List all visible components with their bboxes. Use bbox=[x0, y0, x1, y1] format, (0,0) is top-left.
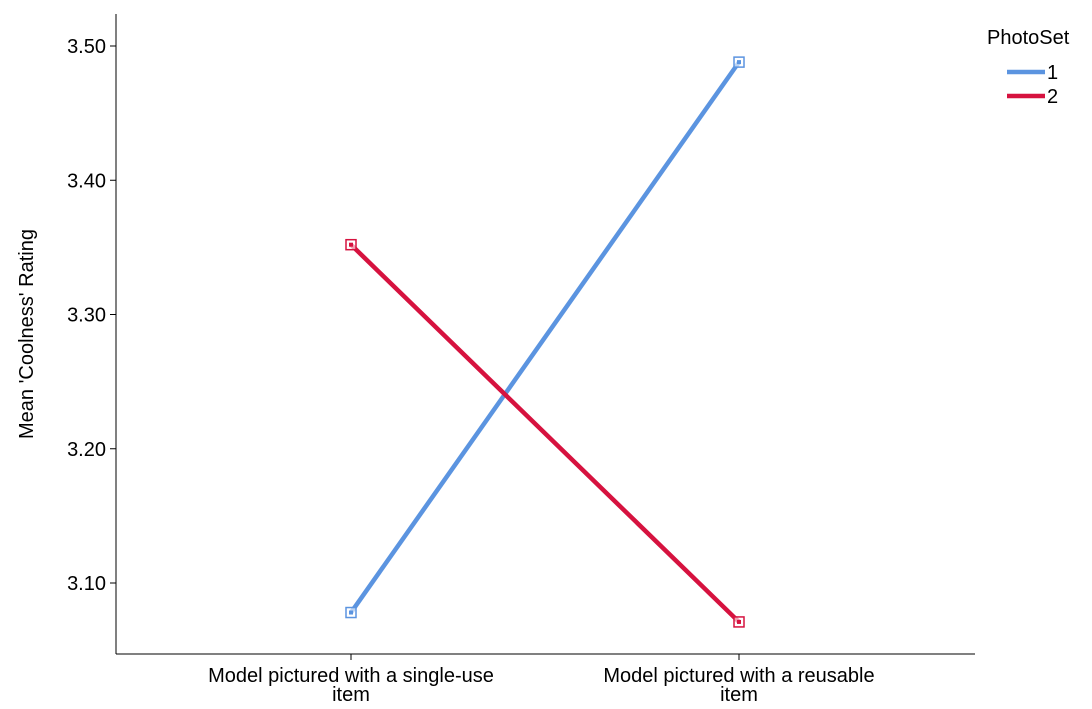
legend: PhotoSet 12 bbox=[987, 27, 1070, 108]
legend-label: 1 bbox=[1047, 62, 1058, 84]
data-point-center bbox=[349, 610, 353, 615]
x-tick-label: Model pictured with a reusable bbox=[603, 665, 874, 687]
data-point-center bbox=[737, 60, 741, 65]
series-line bbox=[349, 60, 741, 614]
y-axis-title: Mean 'Coolness' Rating bbox=[16, 229, 38, 439]
x-tick-label: item bbox=[332, 684, 370, 706]
legend-title: PhotoSet bbox=[987, 27, 1070, 49]
series-2 bbox=[345, 238, 745, 628]
y-tick-label: 3.10 bbox=[67, 573, 106, 595]
x-tick-label: Model pictured with a single-use bbox=[208, 665, 494, 687]
x-tick-label: item bbox=[720, 684, 758, 706]
legend-label: 2 bbox=[1047, 86, 1058, 108]
y-tick-label: 3.30 bbox=[67, 305, 106, 327]
data-point-center bbox=[737, 619, 741, 624]
series-line bbox=[349, 243, 741, 624]
series-1 bbox=[345, 56, 745, 619]
y-tick-label: 3.50 bbox=[67, 36, 106, 58]
y-tick-label: 3.20 bbox=[67, 439, 106, 461]
y-tick-label: 3.40 bbox=[67, 170, 106, 192]
data-point-center bbox=[349, 242, 353, 247]
